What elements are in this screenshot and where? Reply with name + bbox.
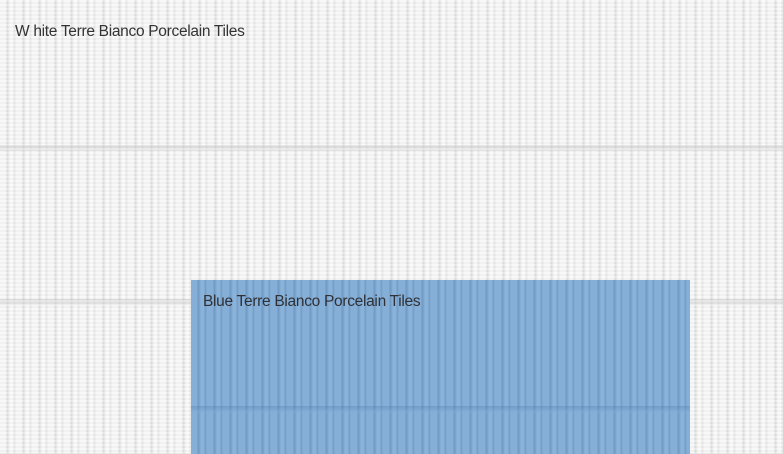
blue-tile-label: Blue Terre Bianco Porcelain Tiles: [203, 293, 421, 310]
white-tile-label: W hite Terre Bianco Porcelain Tiles: [15, 23, 245, 40]
blue-tile-swatch: [191, 280, 690, 454]
